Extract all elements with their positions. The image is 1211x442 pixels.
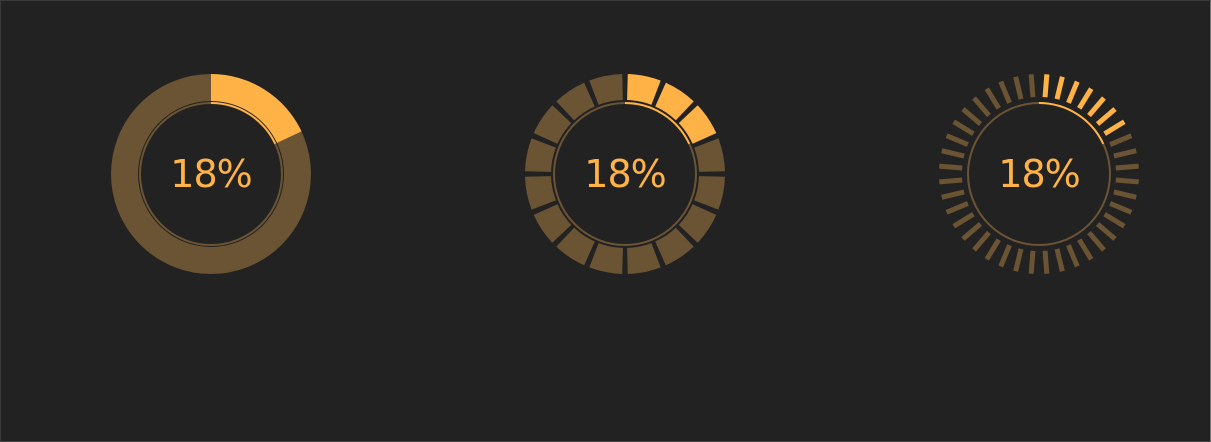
progress-tick-empty: [1077, 238, 1094, 261]
progress-segment-empty: [589, 243, 623, 274]
progress-tick-empty: [952, 119, 975, 136]
progress-ring-ticks-graphic: [939, 74, 1139, 274]
progress-segment-empty: [533, 105, 572, 144]
progress-tick-empty: [961, 222, 983, 241]
progress-segment-empty: [525, 176, 556, 210]
progress-ring-solid: 18%: [111, 74, 311, 274]
progress-tick-empty: [984, 238, 1001, 261]
progress-tick-filled: [1095, 107, 1117, 126]
progress-segment-empty: [589, 74, 623, 105]
inner-track-ring: [553, 102, 697, 246]
progress-percent-label: 18%: [584, 152, 666, 196]
outer-progress-arc: [211, 74, 302, 143]
progress-tick-filled: [1066, 80, 1080, 104]
progress-segment-empty: [525, 138, 556, 172]
progress-tick-empty: [1042, 250, 1050, 274]
progress-segment-empty: [694, 138, 725, 172]
progress-tick-filled: [1087, 96, 1106, 118]
progress-tick-empty: [972, 230, 991, 252]
progress-tick-empty: [1013, 248, 1024, 272]
progress-segment-filled: [678, 105, 717, 144]
progress-segment-empty: [694, 176, 725, 210]
progress-tick-empty: [1115, 177, 1139, 185]
progress-segment-empty: [556, 227, 595, 266]
inner-track-ring: [967, 102, 1111, 246]
progress-tick-filled: [1042, 74, 1050, 98]
progress-tick-empty: [941, 189, 965, 200]
progress-tick-filled: [1103, 119, 1126, 136]
progress-tick-empty: [984, 87, 1001, 110]
progress-segment-empty: [533, 204, 572, 243]
progress-tick-filled: [1077, 87, 1094, 110]
progress-tick-empty: [952, 212, 975, 229]
progress-tick-empty: [1028, 74, 1036, 98]
progress-segment-filled: [655, 82, 694, 121]
progress-segment-empty: [655, 227, 694, 266]
inner-progress-arc: [625, 102, 691, 145]
progress-segment-filled: [627, 74, 661, 105]
progress-tick-empty: [972, 96, 991, 118]
inner-progress-arc: [211, 102, 277, 145]
progress-tick-empty: [1109, 133, 1133, 147]
progress-tick-empty: [1115, 163, 1139, 171]
progress-tick-empty: [1066, 244, 1080, 268]
progress-tick-empty: [1113, 148, 1137, 159]
progress-tick-empty: [1028, 250, 1036, 274]
progress-percent-label: 18%: [170, 152, 252, 196]
progress-tick-empty: [945, 201, 969, 215]
progress-segment-empty: [556, 82, 595, 121]
progress-tick-empty: [1113, 189, 1137, 200]
progress-ring-solid-graphic: [111, 74, 311, 274]
progress-tick-empty: [1103, 212, 1126, 229]
progress-tick-filled: [1054, 76, 1065, 100]
progress-ring-segmented-graphic: [525, 74, 725, 274]
progress-tick-empty: [945, 133, 969, 147]
progress-tick-empty: [961, 107, 983, 126]
progress-segment-empty: [627, 243, 661, 274]
progress-tick-empty: [939, 177, 963, 185]
progress-tick-empty: [939, 163, 963, 171]
progress-tick-empty: [998, 80, 1012, 104]
progress-tick-empty: [1013, 76, 1024, 100]
inner-progress-arc: [1039, 102, 1105, 145]
inner-track-ring: [139, 102, 283, 246]
progress-tick-empty: [998, 244, 1012, 268]
progress-tick-empty: [1109, 201, 1133, 215]
progress-tick-empty: [1087, 230, 1106, 252]
progress-percent-label: 18%: [998, 152, 1080, 196]
progress-tick-empty: [1054, 248, 1065, 272]
progress-tick-empty: [1095, 222, 1117, 241]
progress-segment-empty: [678, 204, 717, 243]
progress-tick-empty: [941, 148, 965, 159]
progress-ring-segmented: 18%: [525, 74, 725, 274]
progress-ring-ticks: 18%: [939, 74, 1139, 274]
